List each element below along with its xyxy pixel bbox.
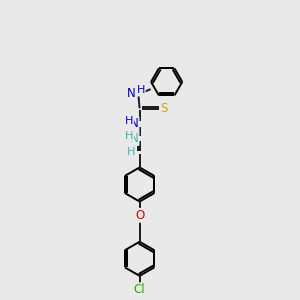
Text: O: O	[135, 209, 144, 222]
Text: H: H	[124, 130, 133, 141]
Text: H: H	[136, 85, 145, 95]
Text: N: N	[130, 117, 139, 130]
Text: H: H	[124, 116, 133, 126]
Text: Cl: Cl	[134, 283, 146, 296]
Text: H: H	[127, 147, 135, 157]
Text: N: N	[130, 132, 139, 145]
Text: N: N	[127, 87, 136, 100]
Text: S: S	[160, 102, 168, 115]
